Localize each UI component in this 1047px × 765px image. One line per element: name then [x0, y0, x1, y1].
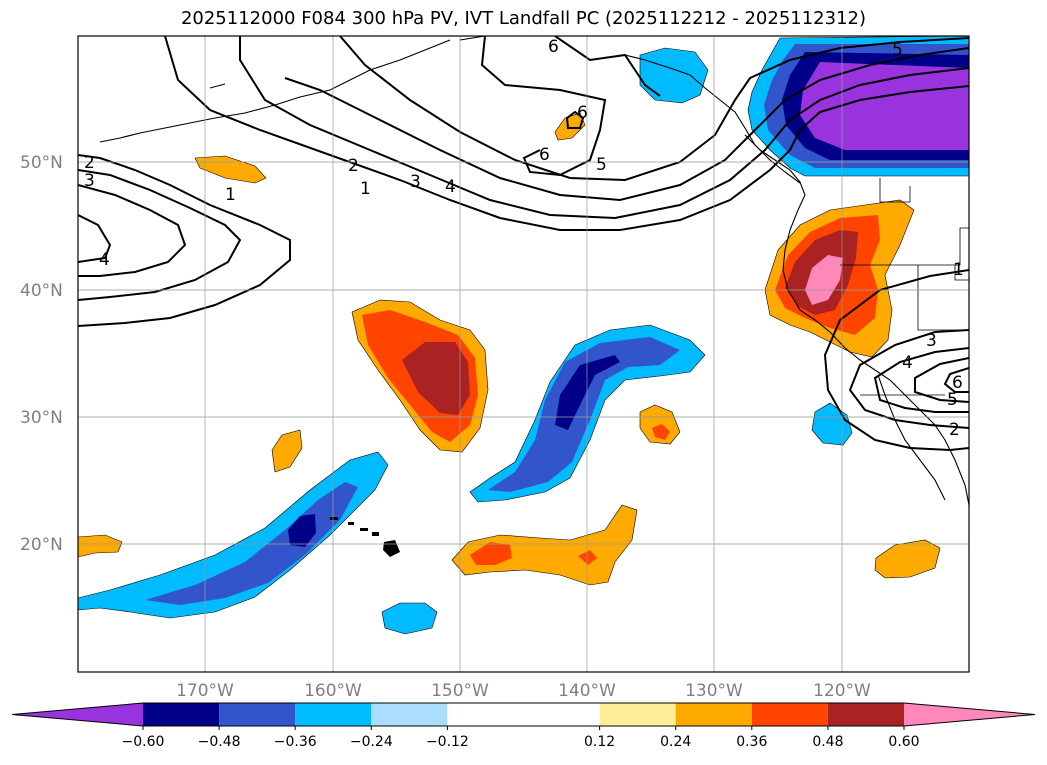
shading-orange-gulf — [554, 112, 586, 141]
colorbar-tick-label: 0.48 — [812, 734, 843, 750]
contour-label: 1 — [360, 179, 371, 199]
colorbar-tick-label: −0.60 — [122, 734, 165, 750]
contour-label: 6 — [952, 373, 963, 393]
shading-orange-west-hawaii — [271, 429, 303, 473]
pv-contour-west-2 — [78, 169, 242, 301]
contour-label: 4 — [445, 177, 456, 197]
colorbar-segment — [827, 703, 904, 726]
pv-contour-west-3 — [78, 184, 187, 277]
lat-label-50n: 50°N — [20, 153, 63, 173]
contour-label: 3 — [84, 171, 95, 191]
contour-label: 5 — [892, 40, 903, 60]
shading-california-core — [805, 255, 843, 305]
colorbar-tick-label: −0.12 — [426, 734, 469, 750]
lon-label-140w: 140°W — [558, 681, 616, 701]
contour-label: 1 — [953, 260, 964, 280]
pv-contour-gulf-6 — [554, 36, 661, 97]
coast-us-west — [782, 209, 969, 506]
lat-label-40n: 40°N — [20, 281, 63, 301]
contour-label: 1 — [225, 185, 236, 205]
pv-contour-low-4 — [873, 347, 969, 413]
colorbar-tick-label: 0.24 — [660, 734, 691, 750]
shading-central-plume-core — [555, 355, 620, 430]
contour-label: 6 — [577, 103, 588, 123]
contour-label: 3 — [926, 331, 937, 351]
shading-central-plume-mid — [488, 337, 680, 492]
contour-label: 5 — [947, 390, 958, 410]
lat-label-30n: 30°N — [20, 408, 63, 428]
contour-label: 5 — [596, 155, 607, 175]
shading-red-south-band-1 — [470, 542, 512, 565]
colorbar-extend-min — [12, 703, 143, 726]
gridlines — [78, 36, 969, 672]
colorbar-tick-label: −0.36 — [274, 734, 317, 750]
longitude-labels: 170°W 160°W 150°W 140°W 130°W 120°W — [176, 681, 871, 701]
pv-contour-low-3 — [848, 329, 969, 429]
colorbar-segment — [751, 703, 828, 726]
colorbar-tick-label: 0.36 — [736, 734, 767, 750]
colorbar-segment — [675, 703, 752, 726]
colorbar-segment — [447, 703, 600, 726]
lon-label-120w: 120°W — [813, 681, 871, 701]
shading-orange-far-west — [78, 534, 123, 558]
shading-central-red-core — [402, 342, 470, 415]
pv-contour-ridge-3 — [284, 47, 969, 202]
lon-label-130w: 130°W — [685, 681, 743, 701]
shading-red-south-band-2 — [578, 550, 597, 565]
contour-label: 2 — [949, 420, 960, 440]
shading-south-hawaii — [381, 602, 438, 635]
contour-label: 4 — [99, 250, 110, 270]
colorbar-segment — [371, 703, 448, 726]
shading-orange-aleutian — [194, 155, 267, 184]
pv-contour-small-6 — [565, 110, 585, 129]
colorbar-tick-label: −0.48 — [198, 734, 241, 750]
colorbar-tick-label: −0.24 — [350, 734, 393, 750]
colorbar-segment — [295, 703, 372, 726]
colorbar-tick-label: 0.12 — [584, 734, 615, 750]
shading-orange-baja — [874, 539, 941, 579]
colorbar-segment — [219, 703, 296, 726]
contour-labels: 2 3 4 1 1 2 3 4 6 6 6 5 5 1 3 4 6 5 2 — [84, 37, 964, 440]
pv-contour-low-1 — [823, 269, 969, 452]
pv-contour-low-6 — [943, 367, 969, 393]
plot-frame — [77, 35, 970, 673]
colorbar-segment — [143, 703, 220, 726]
shading-orange-east-mid — [639, 404, 681, 445]
pv-contour-west-outer — [78, 154, 291, 327]
latitude-labels: 50°N 40°N 30°N 20°N — [20, 153, 63, 555]
map-title: 2025112000 F084 300 hPa PV, IVT Landfall… — [180, 8, 867, 29]
colorbar-extend-max — [904, 703, 1035, 726]
colorbar-tick-label: 0.60 — [888, 734, 919, 750]
contour-label: 6 — [539, 145, 550, 165]
shading-west-plume-mid — [145, 482, 358, 605]
pv-contour-ridge-2 — [239, 36, 969, 220]
colorbar: −0.60 −0.48 −0.36 −0.24 −0.12 0.12 0.24 0.36 0.4… — [11, 702, 1036, 750]
lon-label-170w: 170°W — [176, 681, 234, 701]
lon-label-150w: 150°W — [431, 681, 489, 701]
lon-label-160w: 160°W — [304, 681, 362, 701]
coast-bc-washington — [744, 134, 806, 211]
shading-canada-core — [800, 62, 969, 150]
contour-label: 2 — [84, 153, 95, 173]
shading-red-east-mid — [652, 424, 670, 440]
pv-contour-ridge-1 — [164, 36, 969, 231]
contour-label: 6 — [548, 37, 559, 57]
pv-contour-west-4 — [78, 214, 112, 263]
ivt-shading — [78, 36, 969, 635]
pv-contour-low-5 — [914, 357, 969, 403]
lat-label-20n: 20°N — [20, 535, 63, 555]
contour-label: 3 — [410, 172, 421, 192]
contour-label: 2 — [348, 156, 359, 176]
shading-gulf-alaska — [639, 47, 709, 104]
shading-west-plume-core — [288, 514, 316, 547]
state-borders — [840, 178, 969, 396]
colorbar-segment — [599, 703, 676, 726]
pv-contour-trough-5 — [480, 36, 607, 177]
shading-orange-south-band — [451, 504, 638, 586]
shading-west-plume-outer — [78, 451, 389, 619]
contour-label: 4 — [902, 353, 913, 373]
